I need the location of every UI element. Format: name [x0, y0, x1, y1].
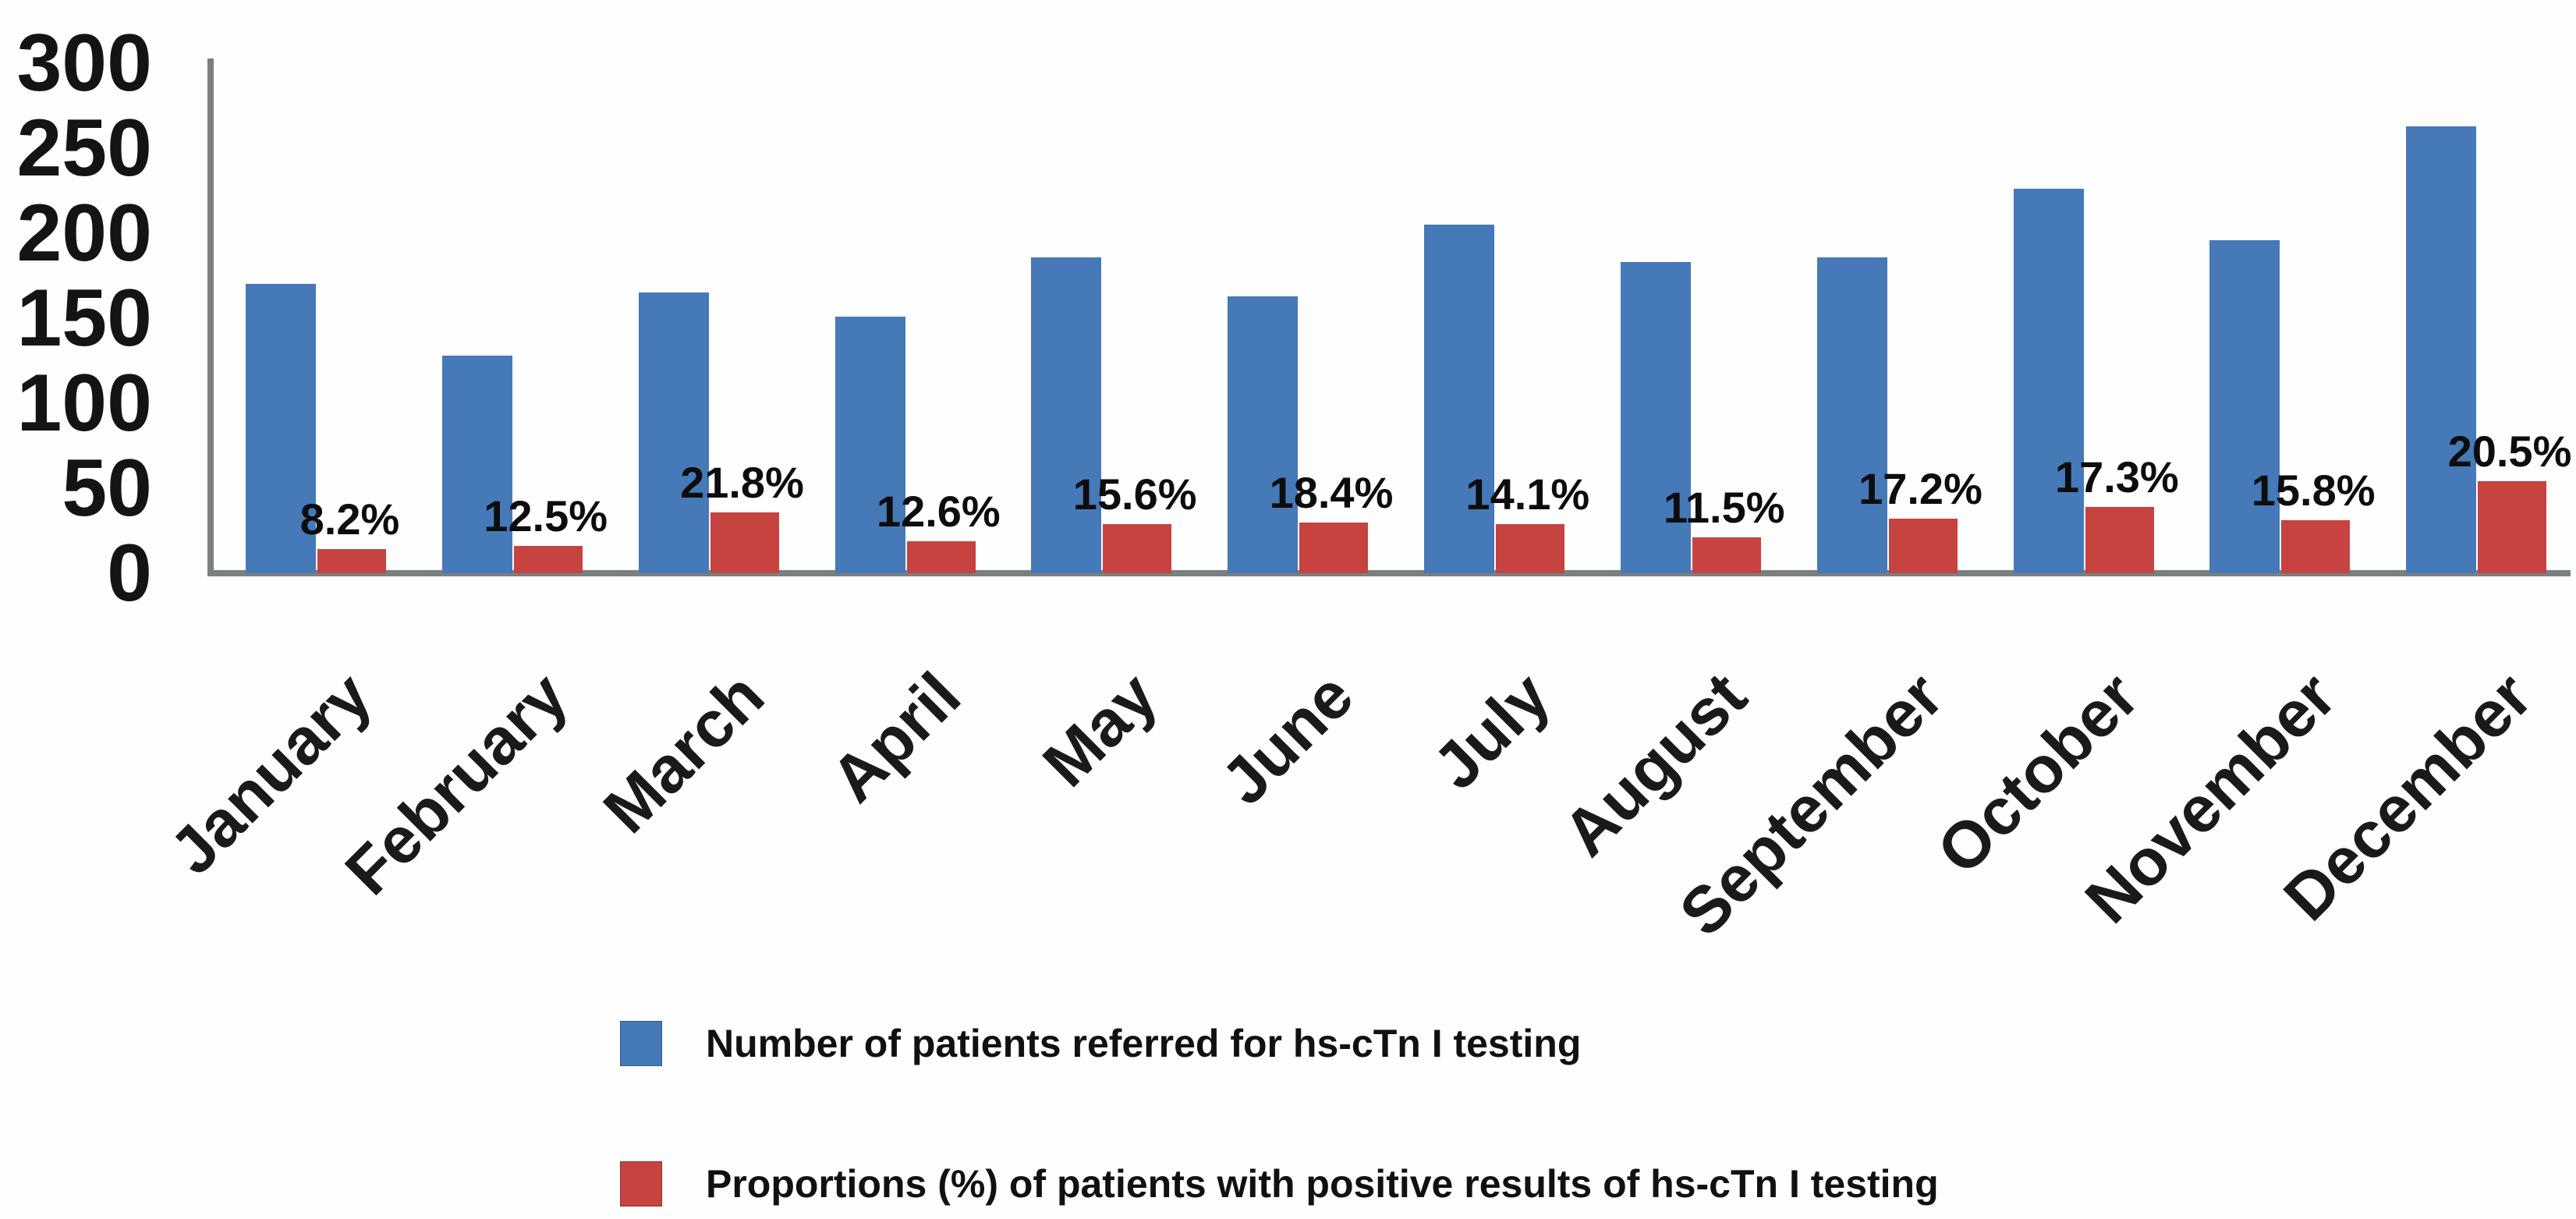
legend-label-positive: Proportions (%) of patients with positiv…	[706, 1162, 1939, 1206]
bar-referred-january	[246, 284, 316, 573]
bar-positive-january	[317, 549, 386, 573]
legend-swatch-positive	[620, 1161, 662, 1207]
bar-positive-september	[1888, 519, 1958, 573]
month-label-july: July	[1419, 658, 1564, 803]
y-tick-label: 100	[16, 358, 152, 448]
bar-referred-december	[2406, 126, 2477, 573]
bar-positive-february	[513, 546, 583, 573]
legend-label-referred: Number of patients referred for hs-cTn I…	[706, 1022, 1582, 1065]
y-tick-label: 250	[16, 103, 152, 193]
y-tick-label: 200	[16, 188, 152, 278]
bar-positive-june	[1299, 522, 1369, 573]
percent-label-november: 15.8%	[2251, 466, 2376, 516]
bar-referred-november	[2209, 239, 2280, 573]
bar-positive-october	[2085, 506, 2154, 573]
month-label-june: June	[1207, 658, 1367, 819]
bar-referred-april	[834, 316, 905, 573]
percent-label-march: 21.8%	[680, 457, 804, 507]
month-label-may: May	[1029, 658, 1171, 801]
bar-referred-february	[441, 355, 512, 573]
y-tick-label: 300	[16, 18, 152, 108]
bar-positive-august	[1692, 537, 1761, 573]
percent-label-april: 12.6%	[876, 486, 1001, 536]
bar-referred-august	[1620, 262, 1691, 573]
percent-label-february: 12.5%	[484, 491, 608, 541]
bar-positive-april	[906, 540, 976, 573]
bar-referred-september	[1816, 257, 1887, 573]
x-axis-line	[207, 570, 2571, 576]
month-label-march: March	[590, 658, 778, 847]
legend-swatch-referred	[620, 1021, 662, 1066]
percent-label-june: 18.4%	[1269, 467, 1394, 517]
percent-label-july: 14.1%	[1465, 469, 1590, 519]
bar-referred-october	[2013, 189, 2084, 573]
percent-label-december: 20.5%	[2447, 427, 2572, 477]
bar-positive-november	[2281, 520, 2351, 573]
percent-label-may: 15.6%	[1072, 469, 1197, 519]
bar-positive-may	[1103, 523, 1172, 573]
y-axis-line	[207, 58, 214, 575]
y-tick-label: 0	[107, 528, 152, 618]
bar-referred-july	[1424, 225, 1494, 573]
percent-label-august: 11.5%	[1663, 483, 1785, 533]
percent-label-october: 17.3%	[2054, 452, 2179, 501]
bar-positive-december	[2478, 481, 2547, 573]
month-label-april: April	[817, 658, 975, 817]
bar-referred-may	[1031, 257, 1102, 573]
bar-positive-july	[1496, 523, 1564, 573]
percent-label-january: 8.2%	[299, 494, 400, 544]
y-tick-label: 50	[62, 443, 152, 533]
y-tick-label: 150	[16, 273, 152, 363]
bar-referred-march	[638, 292, 709, 573]
bar-referred-june	[1228, 296, 1299, 573]
percent-label-september: 17.2%	[1858, 464, 1982, 514]
bar-positive-march	[710, 512, 779, 573]
